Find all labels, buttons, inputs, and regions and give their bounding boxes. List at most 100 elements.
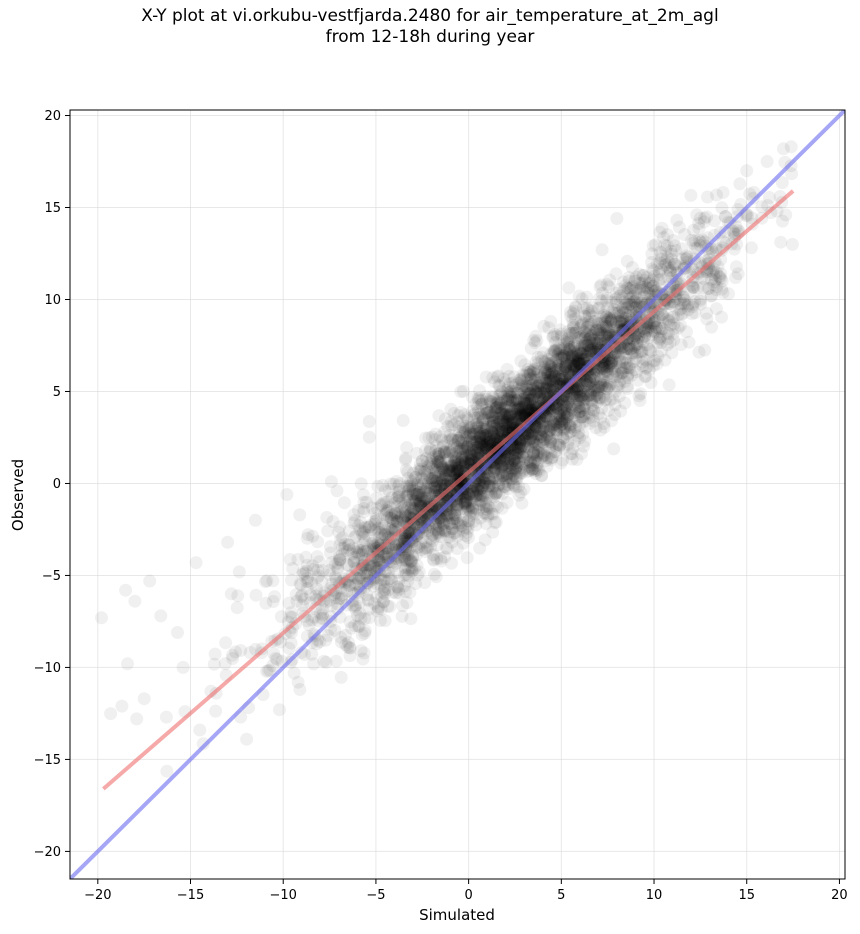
scatter-point-4314 [515, 466, 529, 480]
scatter-point-4403 [143, 574, 157, 588]
scatter-point-622 [518, 408, 531, 421]
scatter-point-514 [592, 320, 606, 334]
scatter-point-73 [550, 375, 563, 389]
scatter-point-866 [663, 264, 677, 278]
scatter-point-567 [462, 428, 476, 442]
scatter-point-68 [587, 367, 601, 381]
scatter-point-490 [489, 462, 503, 476]
scatter-point-213 [357, 646, 371, 660]
scatter-point-531 [563, 343, 577, 357]
scatter-point-4383 [378, 587, 392, 601]
scatter-point-946 [627, 363, 641, 377]
scatter-point-956 [461, 413, 475, 427]
scatter-point-890 [372, 553, 385, 567]
scatter-point-874 [563, 387, 577, 400]
scatter-point-2903 [639, 369, 653, 383]
scatter-point-1199 [551, 352, 564, 366]
regression-line [102, 189, 795, 791]
scatter-point-1801 [282, 596, 296, 610]
scatter-point-410 [509, 433, 523, 447]
scatter-point-129 [359, 544, 373, 558]
scatter-point-1309 [505, 390, 518, 404]
scatter-point-1257 [600, 310, 614, 324]
scatter-point-386 [509, 469, 523, 483]
scatter-point-1215 [351, 571, 365, 585]
scatter-point-1376 [472, 477, 486, 491]
scatter-point-762 [710, 280, 724, 294]
scatter-point-1220 [492, 389, 505, 403]
scatter-point-903 [613, 354, 627, 368]
scatter-point-562 [578, 325, 591, 338]
scatter-point-1084 [668, 257, 681, 271]
scatter-point-1162 [456, 439, 470, 453]
scatter-point-630 [261, 664, 275, 678]
scatter-point-508 [537, 381, 551, 394]
scatter-point-3980 [334, 591, 348, 605]
scatter-point-1037 [597, 389, 611, 403]
scatter-point-1015 [451, 464, 465, 477]
scatter-point-4388 [715, 201, 729, 215]
scatter-point-2595 [634, 387, 648, 401]
scatter-point-1184 [555, 373, 569, 387]
scatter-point-4255 [541, 366, 554, 379]
chart-title-line-1: X-Y plot at vi.orkubu-vestfjarda.2480 fo… [141, 6, 719, 26]
scatter-point-354 [647, 279, 660, 293]
scatter-point-178 [104, 707, 118, 721]
scatter-point-123 [579, 377, 593, 391]
scatter-point-546 [710, 188, 723, 202]
scatter-point-757 [514, 354, 528, 368]
scatter-point-159 [495, 419, 509, 433]
scatter-point-455 [457, 437, 471, 450]
scatter-point-357 [571, 382, 585, 396]
scatter-point-221 [548, 335, 562, 349]
scatter-point-457 [399, 463, 413, 477]
scatter-point-421 [358, 626, 372, 640]
scatter-point-297 [506, 418, 520, 432]
scatter-point-780 [508, 462, 522, 476]
scatter-point-1093 [495, 423, 509, 436]
scatter-point-2674 [744, 241, 758, 255]
scatter-point-370 [644, 281, 658, 295]
scatter-point-374 [665, 310, 679, 324]
scatter-point-570 [392, 494, 406, 508]
scatter-point-1247 [498, 467, 512, 481]
scatter-point-767 [351, 619, 365, 633]
scatter-point-669 [627, 294, 641, 308]
x-tick-label-6: 10 [646, 888, 663, 903]
scatter-point-63 [435, 514, 448, 528]
scatter-point-1124 [510, 393, 524, 407]
scatter-point-56 [450, 485, 464, 499]
scatter-point-64 [535, 386, 549, 400]
scatter-point-1291 [455, 442, 468, 455]
scatter-point-1299 [410, 487, 424, 501]
scatter-point-779 [454, 455, 468, 469]
scatter-point-171 [516, 450, 530, 464]
scatter-point-4121 [590, 389, 604, 403]
scatter-point-1123 [492, 478, 505, 492]
scatter-point-1248 [347, 516, 361, 530]
scatter-point-705 [385, 508, 399, 522]
scatter-point-4377 [640, 285, 654, 299]
scatter-point-1280 [466, 442, 480, 455]
y-tick-label-7: 15 [44, 201, 61, 216]
scatter-point-1187 [592, 380, 606, 394]
scatter-point-204 [520, 392, 534, 405]
scatter-point-296 [511, 399, 525, 413]
scatter-point-384 [517, 450, 531, 464]
scatter-point-192 [500, 409, 514, 423]
scatter-point-4418 [324, 475, 338, 489]
scatter-point-1339 [474, 397, 488, 411]
scatter-point-3994 [610, 378, 624, 392]
scatter-point-229 [567, 304, 581, 318]
scatter-point-658 [526, 400, 540, 414]
scatter-point-3286 [607, 442, 621, 456]
scatter-point-267 [491, 393, 505, 406]
y-tick-label-6: 10 [44, 293, 61, 308]
scatter-point-918 [501, 393, 515, 407]
scatter-point-849 [598, 363, 612, 377]
scatter-point-1337 [446, 464, 459, 478]
scatter-point-751 [546, 437, 559, 451]
scatter-point-1365 [456, 444, 470, 458]
scatter-point-1023 [453, 442, 466, 456]
scatter-point-4330 [240, 732, 254, 746]
